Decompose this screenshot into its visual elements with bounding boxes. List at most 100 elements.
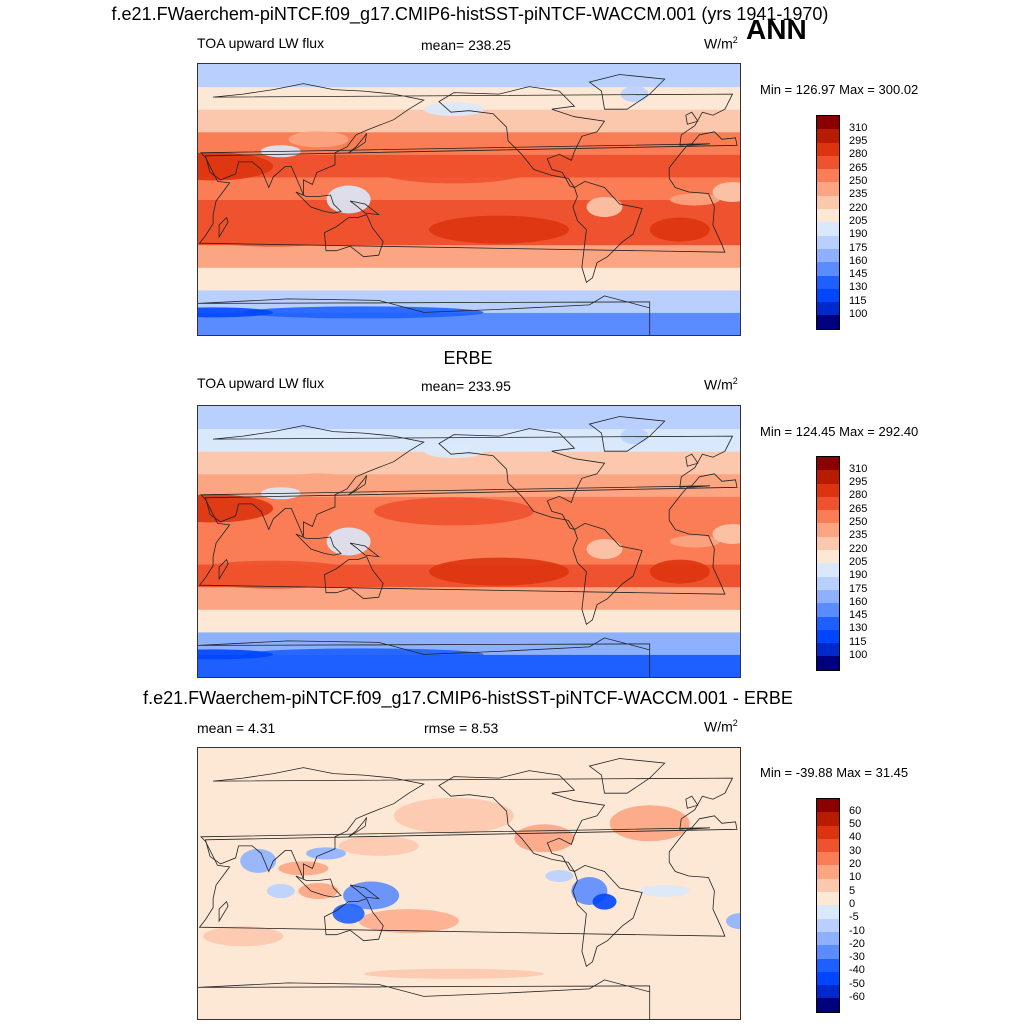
colorbar-swatch (817, 302, 839, 316)
colorbar-swatch (817, 510, 839, 524)
field-feature (198, 152, 274, 181)
panel1-map (197, 63, 741, 336)
colorbar-swatch (817, 825, 839, 839)
colorbar-swatch (817, 799, 839, 813)
coastline (588, 416, 666, 452)
zonal-band (198, 428, 740, 452)
coastline (348, 817, 367, 838)
colorbar-swatch (817, 523, 839, 537)
field-feature (609, 805, 690, 842)
field-feature (203, 926, 284, 947)
field-feature (393, 797, 514, 834)
colorbar-tick-label: -10 (849, 924, 865, 937)
coastline (324, 214, 384, 258)
coastline (349, 542, 381, 558)
coastline (348, 133, 367, 154)
colorbar-tick-label: -5 (849, 911, 859, 924)
zonal-band (198, 406, 740, 430)
colorbar-tick-label: -50 (849, 977, 865, 990)
field-feature (198, 307, 274, 318)
panel2-map (197, 405, 741, 678)
colorbar-tick-label: 115 (849, 294, 867, 307)
panel2-minmax: Min = 124.45 Max = 292.40 (760, 424, 919, 439)
colorbar-tick-label: 60 (849, 804, 862, 817)
coastline (324, 556, 384, 600)
coastline (204, 425, 738, 538)
field-feature (592, 893, 617, 910)
coastline (588, 758, 666, 794)
colorbar-swatch (817, 918, 839, 932)
field-feature (669, 535, 720, 548)
zonal-band (198, 109, 740, 133)
colorbar-swatch (817, 550, 839, 564)
colorbar-swatch (817, 945, 839, 959)
coastline (218, 900, 229, 923)
colorbar-swatch (817, 643, 839, 657)
colorbar-tick-label: 100 (849, 308, 868, 320)
panel2-colorbar (816, 456, 840, 671)
coastline (572, 180, 643, 283)
field-feature (639, 885, 690, 897)
colorbar-tick-label: -20 (849, 937, 865, 950)
field-feature (198, 649, 274, 660)
colorbar-tick-label: -60 (849, 991, 865, 1003)
colorbar-swatch (817, 209, 839, 223)
colorbar-tick-label: 175 (849, 241, 868, 254)
colorbar-tick-label: 265 (849, 502, 868, 515)
colorbar-swatch (817, 878, 839, 893)
field-feature (620, 86, 649, 103)
colorbar-tick-label: 250 (849, 516, 868, 528)
coastline (198, 485, 726, 595)
colorbar-tick-label: 280 (849, 148, 868, 161)
colorbar-swatch (817, 262, 839, 276)
colorbar-swatch (817, 589, 839, 604)
field-feature (429, 215, 570, 244)
field-feature (240, 848, 277, 873)
colorbar-tick-label: 0 (849, 897, 856, 910)
field-feature (423, 444, 484, 459)
colorbar-tick-label: 310 (849, 462, 868, 475)
colorbar-swatch (817, 483, 839, 497)
coastline (198, 295, 651, 335)
colorbar-swatch (817, 288, 839, 303)
colorbar-tick-label: 265 (849, 161, 868, 174)
field-feature (338, 835, 419, 856)
colorbar-tick-label: 205 (849, 555, 868, 568)
colorbar-tick-label: 190 (849, 228, 868, 241)
field-feature (343, 881, 400, 910)
colorbar-tick-label: 235 (849, 188, 868, 201)
colorbar-tick-label: 10 (849, 871, 862, 884)
field-feature (326, 185, 371, 214)
colorbar-swatch (817, 470, 839, 484)
colorbar-swatch (817, 629, 839, 644)
map-canvas (198, 64, 740, 335)
map-canvas (198, 748, 740, 1019)
field-feature (712, 524, 740, 544)
colorbar-tick-label: 175 (849, 582, 868, 595)
colorbar-tick-label: 100 (849, 649, 868, 661)
coastline (218, 558, 229, 581)
colorbar-tick-label: 310 (849, 121, 868, 134)
colorbar-swatch (817, 958, 839, 972)
colorbar-swatch (817, 116, 839, 130)
colorbar-swatch (817, 892, 839, 906)
field-feature (586, 539, 623, 559)
panel3-rmse-label: rmse = 8.53 (424, 720, 499, 736)
field-feature (332, 903, 365, 924)
zonal-band (198, 64, 740, 88)
panel2-title: ERBE (443, 348, 493, 368)
colorbar-swatch (817, 142, 839, 156)
colorbar-tick-label: 235 (849, 529, 868, 542)
colorbar-tick-label: 130 (849, 281, 868, 294)
panel1-colorbar (816, 115, 840, 330)
panel3-minmax: Min = -39.88 Max = 31.45 (760, 765, 909, 780)
field-feature (712, 182, 740, 202)
panel1-units: W/m2 (704, 35, 738, 52)
colorbar-swatch (817, 563, 839, 577)
coastline (349, 200, 381, 216)
field-feature (423, 102, 484, 117)
field-feature (243, 648, 484, 661)
panel3-units: W/m2 (704, 718, 738, 735)
colorbar-swatch (817, 576, 839, 590)
colorbar-swatch (817, 496, 839, 511)
